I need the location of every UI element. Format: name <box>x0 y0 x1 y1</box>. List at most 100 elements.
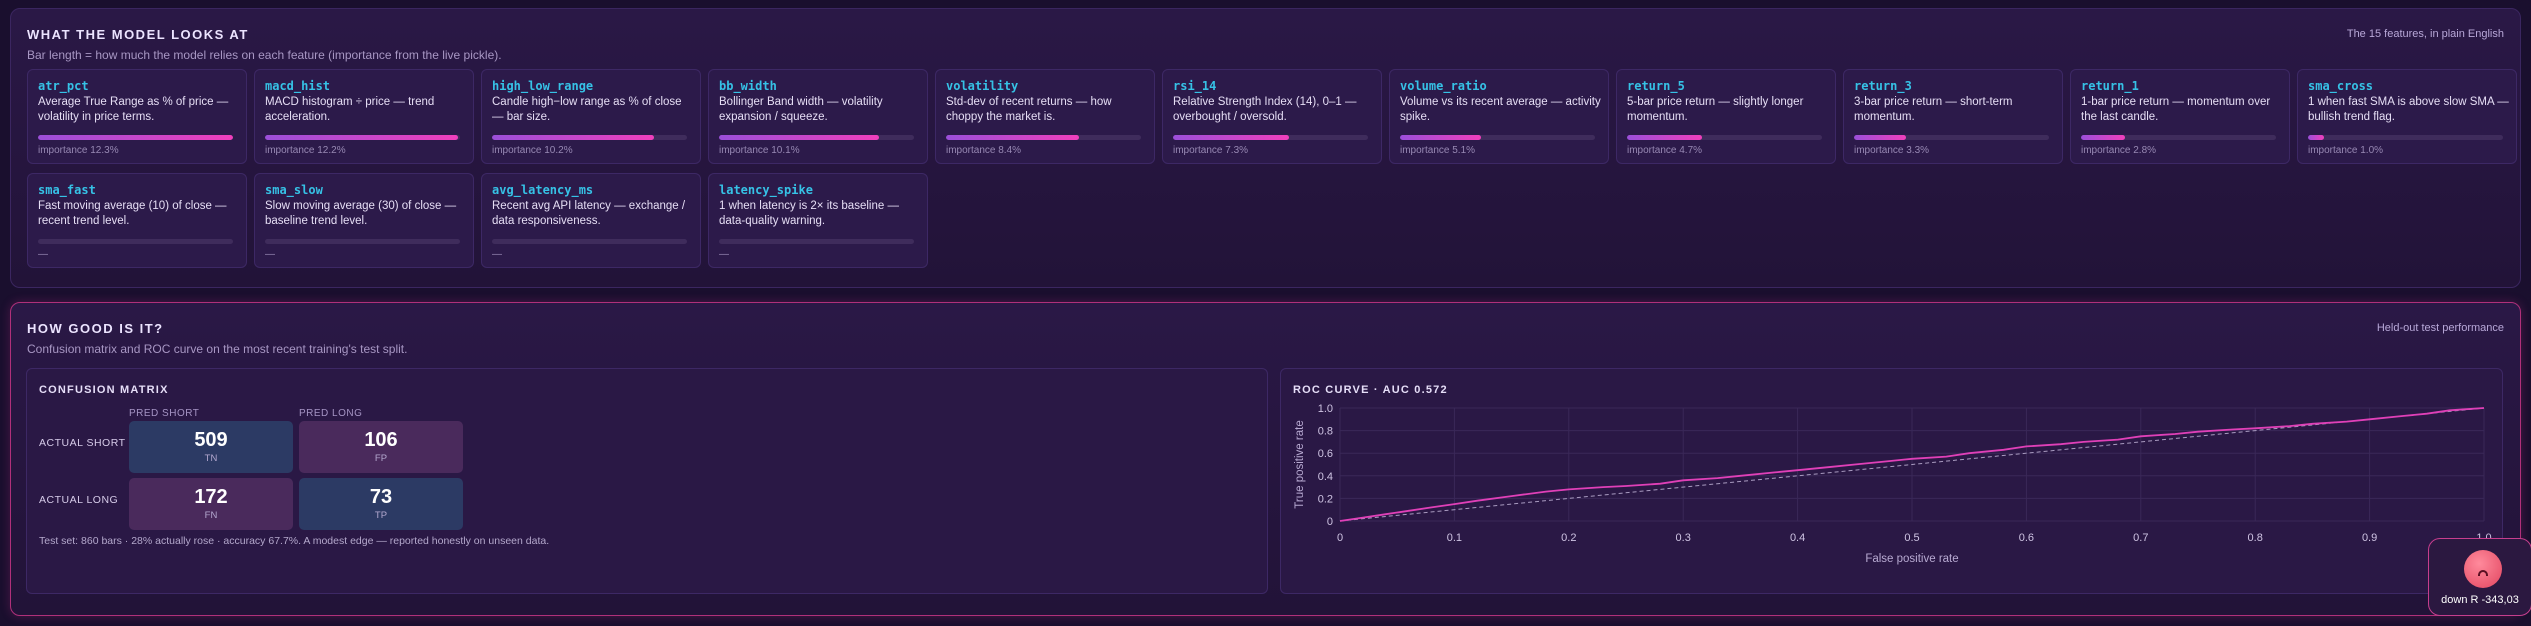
performance-panel-title: HOW GOOD IS IT? <box>27 321 164 336</box>
importance-bar-fill <box>265 135 459 140</box>
mascot-label: down R -343,03 <box>2441 594 2519 606</box>
cm-tag: FP <box>374 453 388 464</box>
importance-bar <box>1627 135 1822 140</box>
importance-bar <box>2308 135 2503 140</box>
importance-bar-fill <box>1400 135 1481 140</box>
feature-name: rsi_14 <box>1173 79 1217 93</box>
feature-importance: — <box>719 249 729 260</box>
row-label-actual-short: ACTUAL SHORT <box>39 437 126 449</box>
feature-card: atr_pct Average True Range as % of price … <box>27 69 247 164</box>
cm-tag: TP <box>374 510 388 521</box>
cm-cell-false-positive: 106 FP <box>299 421 463 473</box>
confusion-matrix-footnote: Test set: 860 bars · 28% actually rose ·… <box>39 535 550 547</box>
y-tick-label: 1.0 <box>1318 403 1333 415</box>
confusion-matrix-title: CONFUSION MATRIX <box>39 384 169 396</box>
feature-name: sma_slow <box>265 183 323 197</box>
features-panel: WHAT THE MODEL LOOKS AT Bar length = how… <box>10 8 2521 288</box>
feature-description: Average True Range as % of price — volat… <box>38 96 229 123</box>
feature-card: sma_slow Slow moving average (30) of clos… <box>254 173 474 268</box>
feature-description: Candle high−low range as % of close — ba… <box>492 96 682 123</box>
importance-bar <box>719 239 914 244</box>
feature-card: sma_cross 1 when fast SMA is above slow S… <box>2297 69 2517 164</box>
feature-card: latency_spike 1 when latency is 2× its ba… <box>708 173 928 268</box>
importance-bar-fill <box>492 135 654 140</box>
feature-card: bb_width Bollinger Band width — volatilit… <box>708 69 928 164</box>
feature-card: volatility Std-dev of recent returns — ho… <box>935 69 1155 164</box>
y-tick-label: 0.2 <box>1318 493 1333 505</box>
feature-importance: importance 3.3% <box>1854 145 1930 156</box>
cm-cell-true-positive: 73 TP <box>299 478 463 530</box>
feature-name: volume_ratio <box>1400 79 1487 93</box>
y-tick-label: 0.8 <box>1318 426 1333 438</box>
feature-importance: importance 10.2% <box>492 145 573 156</box>
feature-importance: importance 7.3% <box>1173 145 1249 156</box>
feature-description: Recent avg API latency — exchange / data… <box>492 200 686 227</box>
feature-name: sma_fast <box>38 183 96 197</box>
feature-importance: importance 10.1% <box>719 145 800 156</box>
col-label-pred-long: PRED LONG <box>299 408 363 419</box>
feature-card: return_1 1-bar price return — momentum ov… <box>2070 69 2290 164</box>
importance-bar <box>38 239 233 244</box>
importance-bar-fill <box>2308 135 2324 140</box>
feature-card: rsi_14 Relative Strength Index (14), 0–1 … <box>1162 69 1382 164</box>
feature-importance: importance 12.3% <box>38 145 119 156</box>
feature-importance: importance 4.7% <box>1627 145 1703 156</box>
feature-importance: importance 2.8% <box>2081 145 2157 156</box>
row-label-actual-long: ACTUAL LONG <box>39 494 119 506</box>
features-panel-title: WHAT THE MODEL LOOKS AT <box>27 27 249 42</box>
feature-name: bb_width <box>719 79 777 93</box>
importance-bar <box>719 135 914 140</box>
x-tick-label: 0.9 <box>2362 532 2377 544</box>
feature-description: MACD histogram ÷ price — trend accelerat… <box>265 96 435 123</box>
mascot-mouth <box>2478 570 2488 576</box>
importance-bar-fill <box>946 135 1080 140</box>
feature-description: Bollinger Band width — volatility expans… <box>719 96 883 123</box>
feature-name: high_low_range <box>492 79 594 93</box>
feature-description: Relative Strength Index (14), 0–1 — over… <box>1173 96 1357 123</box>
feature-card: volume_ratio Volume vs its recent average… <box>1389 69 1609 164</box>
feature-description: Std-dev of recent returns — how choppy t… <box>946 96 1112 123</box>
roc-x-axis-label: False positive rate <box>1865 553 1958 565</box>
features-panel-note: The 15 features, in plain English <box>2346 28 2504 40</box>
importance-bar-fill <box>1173 135 1289 140</box>
importance-bar <box>946 135 1141 140</box>
importance-bar-fill <box>1627 135 1702 140</box>
confusion-matrix-card: CONFUSION MATRIX PRED SHORT PRED LONG AC… <box>26 368 1268 594</box>
feature-importance: importance 5.1% <box>1400 145 1476 156</box>
roc-chart: 0 0.1 0.2 0.3 0.4 0.5 0.6 0.7 0.8 0.9 1.0 0 0.2 0.4 0.… <box>1294 403 2492 565</box>
x-tick-label: 0 <box>1337 532 1343 544</box>
feature-description: Slow moving average (30) of close — base… <box>265 200 457 227</box>
importance-bar-fill <box>719 135 880 140</box>
importance-bar <box>1854 135 2049 140</box>
feature-name: atr_pct <box>38 79 89 93</box>
importance-bar-fill <box>1854 135 1907 140</box>
x-tick-label: 0.3 <box>1676 532 1691 544</box>
importance-bar <box>492 135 687 140</box>
roc-grid <box>1339 407 2485 522</box>
x-tick-label: 0.1 <box>1447 532 1462 544</box>
y-tick-label: 0.6 <box>1318 448 1333 460</box>
importance-bar <box>2081 135 2276 140</box>
feature-name: avg_latency_ms <box>492 183 594 197</box>
y-tick-label: 0.4 <box>1318 471 1333 483</box>
importance-bar-fill <box>38 135 233 140</box>
feature-name: return_5 <box>1627 79 1685 93</box>
roc-curve-card: ROC CURVE · AUC 0.572 0 0.1 0.2 0.3 0.4 0.5 0.… <box>1280 368 2503 594</box>
feature-name: volatility <box>946 79 1019 93</box>
importance-bar <box>265 239 460 244</box>
cm-value: 106 <box>364 429 398 451</box>
x-tick-label: 0.6 <box>2019 532 2034 544</box>
mascot-widget[interactable]: down R -343,03 <box>2428 538 2531 616</box>
feature-name: sma_cross <box>2308 79 2374 93</box>
roc-y-axis-label: True positive rate <box>1294 420 1306 508</box>
feature-description: 3-bar price return — short-term momentum… <box>1854 96 2013 123</box>
roc-series-line <box>1339 407 2485 522</box>
roc-diagonal-line <box>1339 407 2485 522</box>
x-tick-label: 0.4 <box>1790 532 1805 544</box>
x-tick-label: 0.2 <box>1561 532 1576 544</box>
performance-panel-note: Held-out test performance <box>2376 322 2504 334</box>
cm-value: 73 <box>369 486 393 508</box>
feature-card: macd_hist MACD histogram ÷ price — trend … <box>254 69 474 164</box>
feature-description: Fast moving average (10) of close — rece… <box>38 200 227 227</box>
feature-importance: importance 8.4% <box>946 145 1022 156</box>
